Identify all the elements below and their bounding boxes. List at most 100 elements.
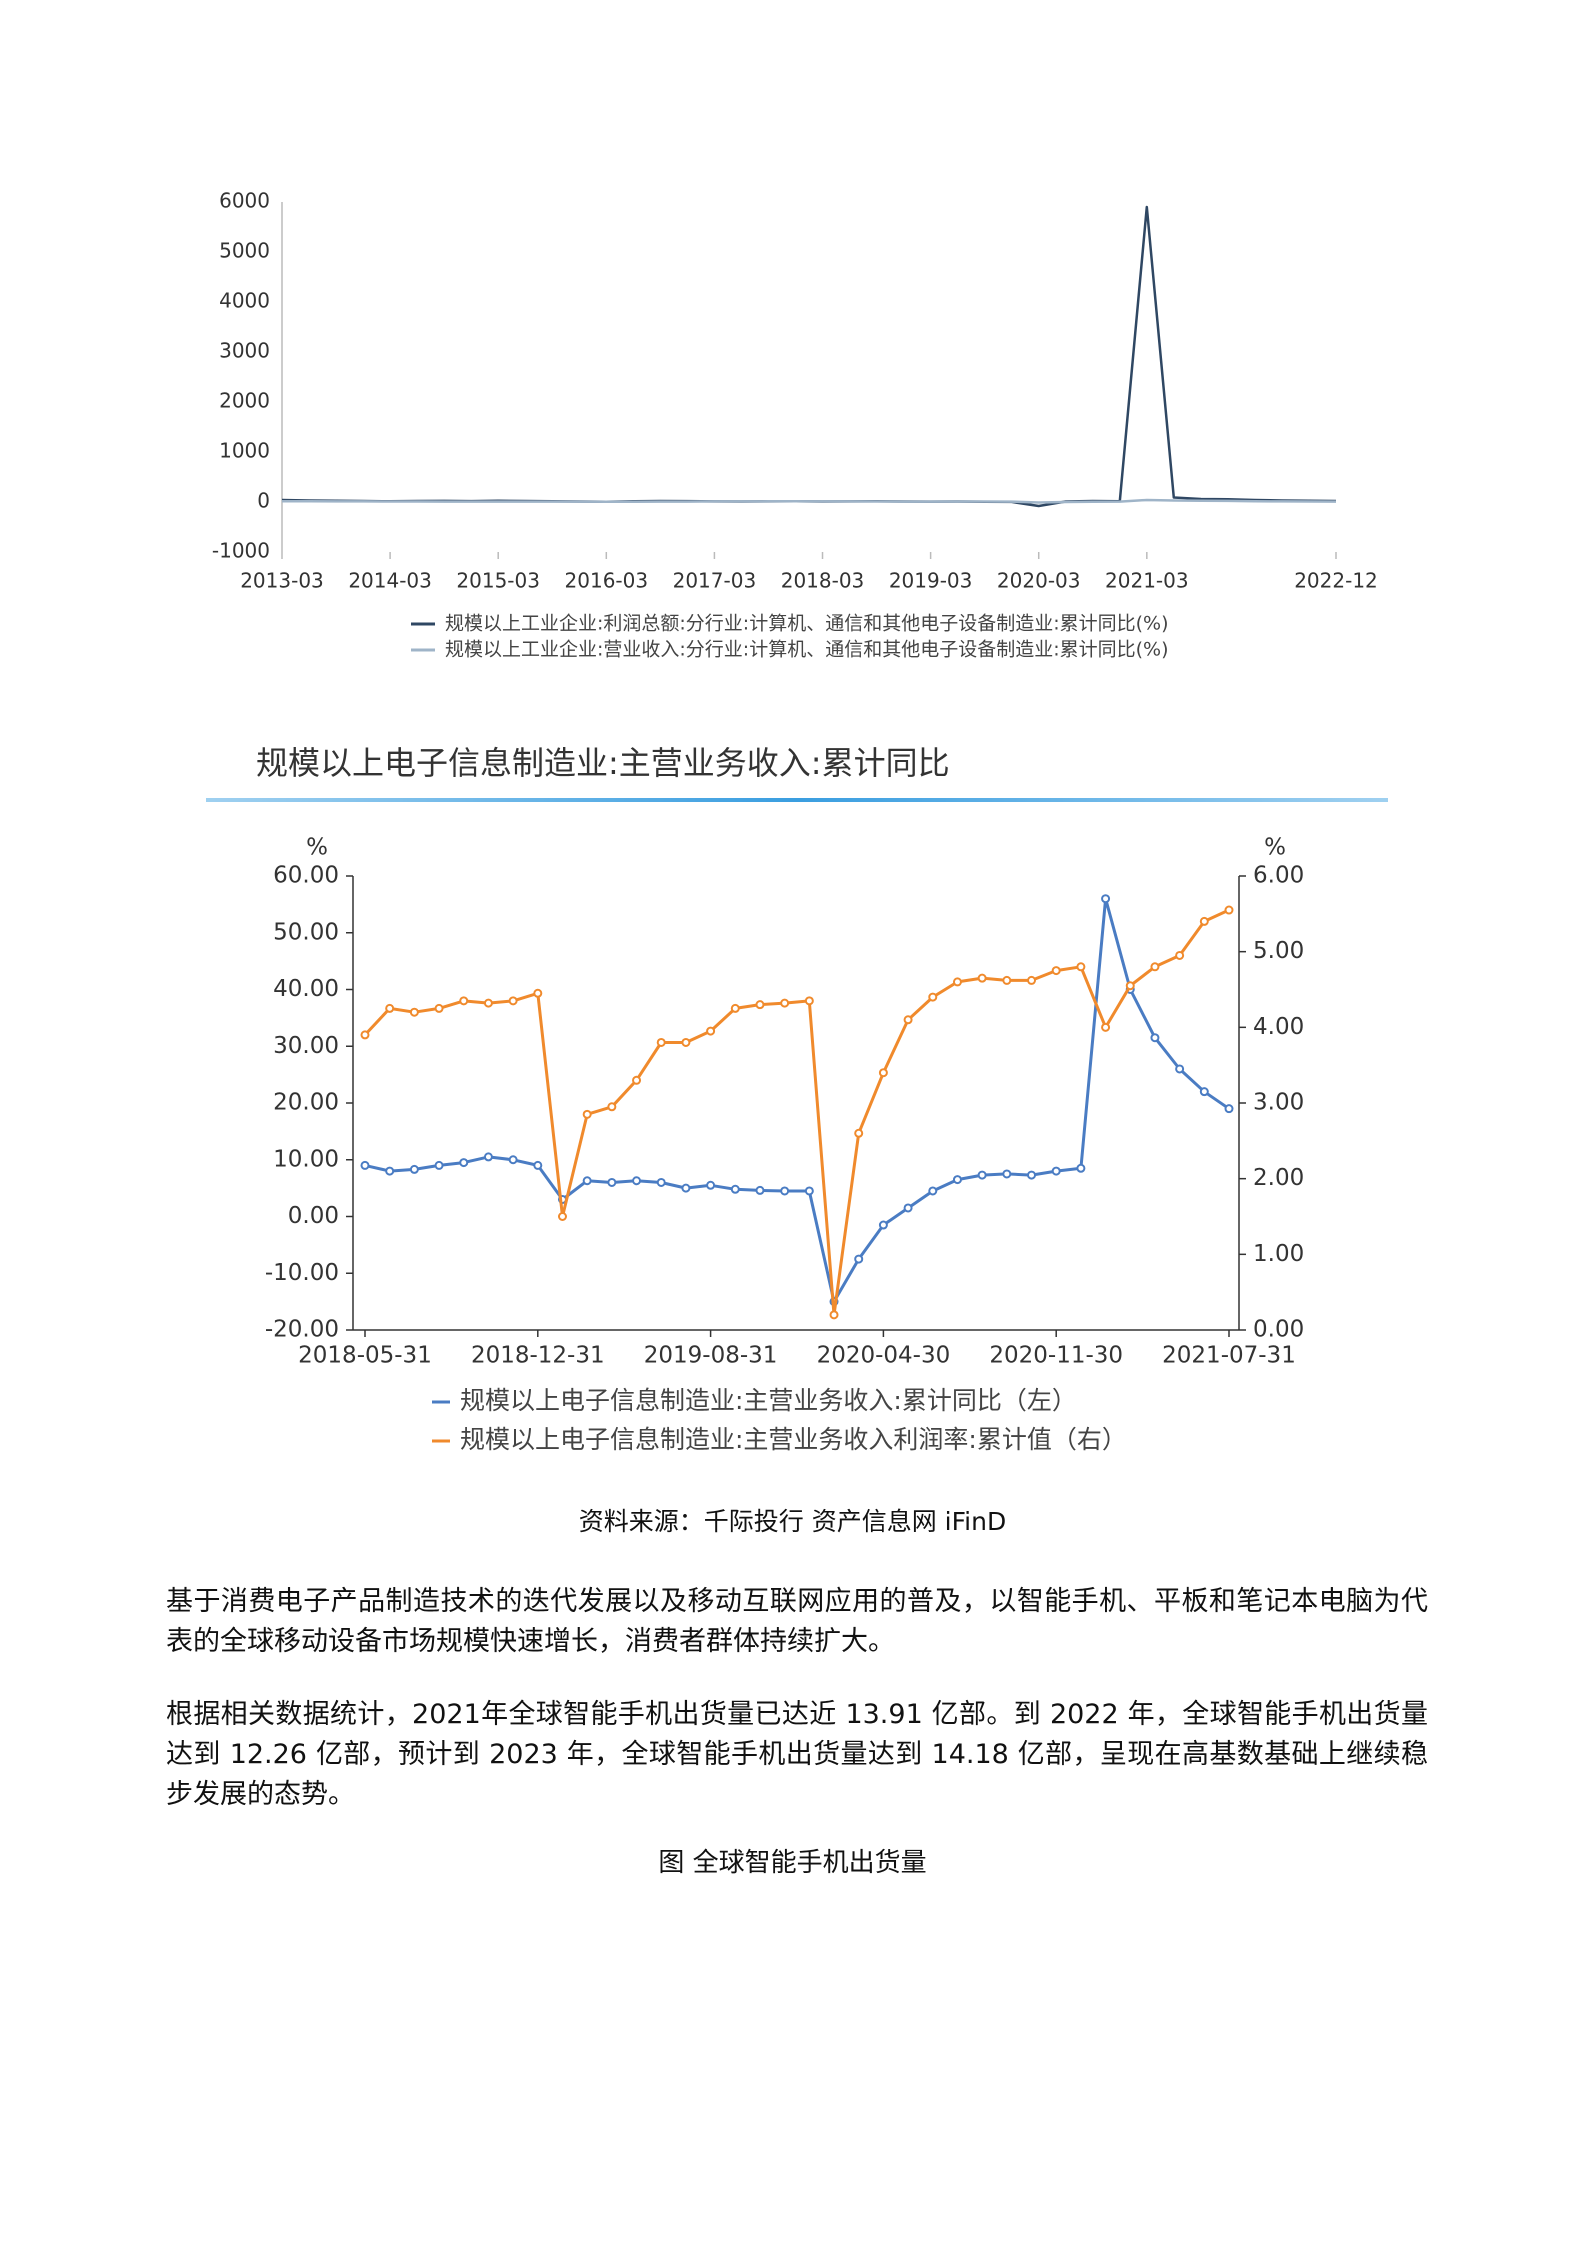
point <box>928 992 938 1002</box>
point <box>582 1109 592 1119</box>
point <box>1076 962 1086 972</box>
y2-tick-label: 3.00 <box>1253 1090 1304 1116</box>
point <box>952 1175 962 1185</box>
series-line <box>364 897 1230 1304</box>
y-tick-label: -20.00 <box>265 1317 339 1343</box>
point <box>434 1160 444 1170</box>
point <box>656 1177 666 1187</box>
x-tick-label: 2021-03 <box>1105 569 1189 593</box>
point <box>1175 950 1185 960</box>
paragraph: 根据相关数据统计，2021年全球智能手机出货量已达近 13.91 亿部。到 20… <box>166 1699 1428 1810</box>
x-tick-label: 2016-03 <box>565 569 649 593</box>
x-tick-label: 2014-03 <box>348 569 432 593</box>
point <box>1101 894 1111 904</box>
point <box>582 1176 592 1186</box>
paragraph: 基于消费电子产品制造技术的迭代发展以及移动互联网应用的普及，以智能手机、平板和笔… <box>166 1586 1428 1657</box>
point <box>360 1030 370 1040</box>
x-tick-label: 2020-04-30 <box>817 1343 951 1369</box>
y2-axis-label: % <box>1264 835 1286 861</box>
y-tick-label: 4000 <box>219 289 270 313</box>
series-line <box>282 498 1337 504</box>
point <box>804 1186 814 1196</box>
point <box>1125 981 1135 991</box>
y-tick-label: 5000 <box>219 239 270 263</box>
y2-tick-label: 0.00 <box>1253 1317 1304 1343</box>
point <box>952 977 962 987</box>
y-axis-label: % <box>306 835 328 861</box>
point <box>780 1186 790 1196</box>
y-tick-label: 0.00 <box>288 1203 339 1229</box>
x-tick-label: 2021-07-31 <box>1162 1343 1296 1369</box>
x-tick-label: 2017-03 <box>673 569 757 593</box>
point <box>706 1026 716 1036</box>
y2-tick-label: 5.00 <box>1253 938 1304 964</box>
y-tick-label: 10.00 <box>273 1146 339 1172</box>
point <box>607 1177 617 1187</box>
legend-label: 规模以上电子信息制造业:主营业务收入利润率:累计值（右） <box>460 1425 1127 1454</box>
point <box>854 1128 864 1138</box>
point <box>977 1170 987 1180</box>
point <box>1150 1033 1160 1043</box>
point <box>459 1158 469 1168</box>
x-tick-label: 2013-03 <box>240 569 324 593</box>
point <box>681 1183 691 1193</box>
y-tick-label: 50.00 <box>273 919 339 945</box>
point <box>878 1068 888 1078</box>
y-tick-label: 6000 <box>219 189 270 213</box>
point <box>1224 905 1234 915</box>
y-tick-label: 0 <box>257 489 270 513</box>
y2-tick-label: 4.00 <box>1253 1014 1304 1040</box>
point <box>1175 1064 1185 1074</box>
point <box>607 1102 617 1112</box>
title-rule <box>206 798 1388 802</box>
point <box>508 1155 518 1165</box>
point <box>977 973 987 983</box>
point <box>1076 1163 1086 1173</box>
y-tick-label: -1000 <box>212 539 270 563</box>
source: 资料来源：千际投行 资产信息网 iFinD <box>578 1507 1007 1536</box>
point <box>730 1184 740 1194</box>
charts: 规模以上电子信息制造业:主营业务收入:累计同比 -1000 0 1000 2000 30… <box>206 189 1388 1454</box>
chart-title: 规模以上电子信息制造业:主营业务收入:累计同比 <box>256 744 950 782</box>
point <box>706 1180 716 1190</box>
point <box>1002 1169 1012 1179</box>
y2-tick-label: 1.00 <box>1253 1241 1304 1267</box>
point <box>1101 1022 1111 1032</box>
point <box>1027 1170 1037 1180</box>
point <box>632 1075 642 1085</box>
x-tick-label: 2020-11-30 <box>989 1343 1123 1369</box>
point <box>409 1164 419 1174</box>
x-tick-label: 2019-08-31 <box>644 1343 778 1369</box>
y-tick-label: 3000 <box>219 339 270 363</box>
point <box>459 996 469 1006</box>
x-tick-label: 2015-03 <box>456 569 540 593</box>
point <box>508 996 518 1006</box>
y-tick-label: 40.00 <box>273 976 339 1002</box>
point <box>385 1166 395 1176</box>
point <box>780 998 790 1008</box>
y-tick-label: 1000 <box>219 439 270 463</box>
x-tick-label: 2019-03 <box>889 569 973 593</box>
point <box>854 1254 864 1264</box>
point <box>434 1003 444 1013</box>
point <box>1150 962 1160 972</box>
point <box>829 1310 839 1320</box>
x-tick-label: 2018-03 <box>781 569 865 593</box>
point <box>1051 1166 1061 1176</box>
y-tick-label: 2000 <box>219 389 270 413</box>
point <box>730 1003 740 1013</box>
point <box>903 1015 913 1025</box>
point <box>360 1160 370 1170</box>
point <box>483 998 493 1008</box>
legend-label: 规模以上工业企业:营业收入:分行业:计算机、通信和其他电子设备制造业:累计同比(… <box>445 639 1169 661</box>
series-line <box>281 205 1337 508</box>
y-tick-label: 30.00 <box>273 1033 339 1059</box>
point <box>409 1007 419 1017</box>
y-tick-label: -10.00 <box>265 1260 339 1286</box>
x-tick-label: 2018-12-31 <box>471 1343 605 1369</box>
point <box>755 1000 765 1010</box>
legend-label: 规模以上电子信息制造业:主营业务收入:累计同比（左） <box>460 1386 1077 1415</box>
point <box>1027 975 1037 985</box>
x-tick-label: 2018-05-31 <box>298 1343 432 1369</box>
